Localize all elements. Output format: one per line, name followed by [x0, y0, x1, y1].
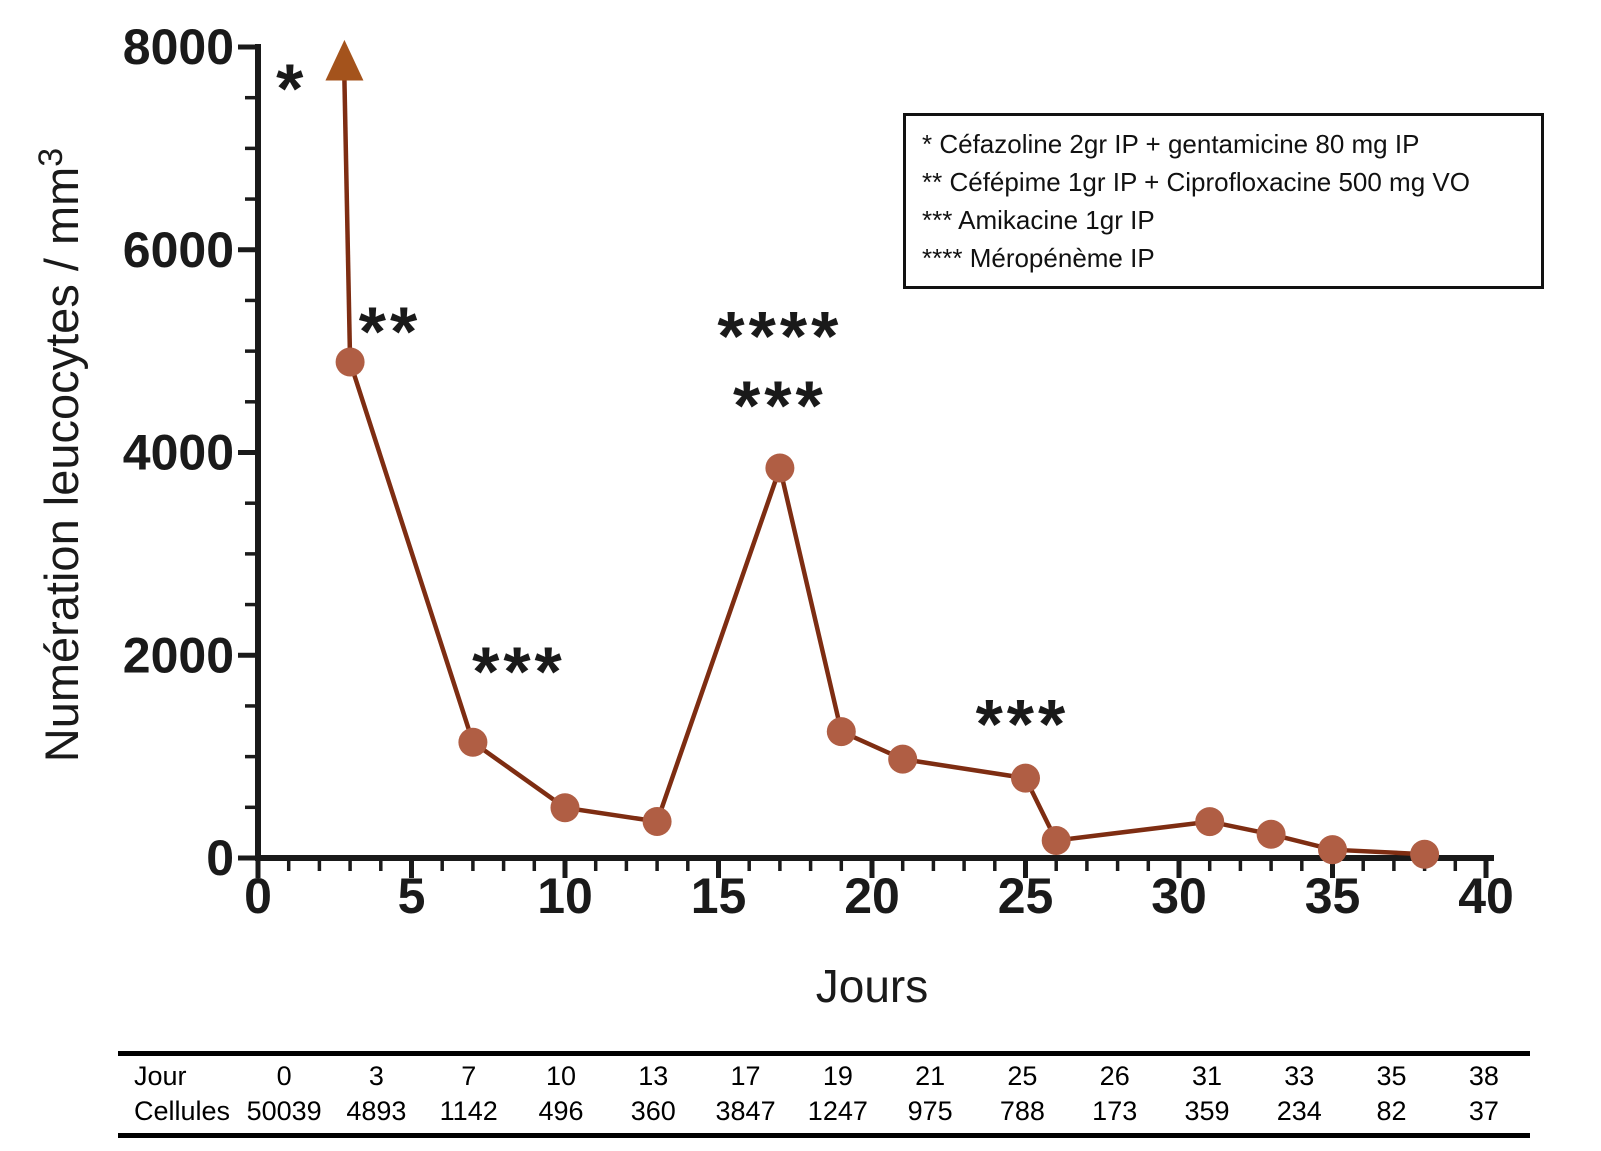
table-cell: 1247 — [807, 1096, 868, 1126]
table-cell: 50039 — [246, 1096, 322, 1126]
x-axis-title: Jours — [816, 960, 928, 1012]
data-point-marker — [1318, 835, 1347, 865]
table-cell: 17 — [730, 1061, 761, 1091]
table-cell: 173 — [1092, 1096, 1138, 1126]
table-cell: 25 — [1007, 1061, 1038, 1091]
data-point-marker — [765, 453, 795, 483]
x-tick-label: 20 — [844, 868, 900, 924]
data-point-marker — [1041, 825, 1071, 855]
table-cell: 3847 — [715, 1096, 776, 1126]
table-cell: 1142 — [439, 1096, 498, 1126]
x-tick-label: 0 — [244, 868, 272, 924]
data-point-marker — [1410, 839, 1440, 869]
y-tick-label: 0 — [206, 830, 234, 886]
x-tick-label: 15 — [691, 868, 747, 924]
table-cell: 82 — [1376, 1096, 1407, 1126]
data-point-marker — [826, 717, 856, 747]
x-tick-label: 5 — [398, 868, 426, 924]
data-point-marker — [335, 347, 365, 377]
table-cell: 13 — [638, 1061, 669, 1091]
treatment-asterisk-annotation: * — [276, 49, 307, 127]
table-cell: 19 — [822, 1061, 853, 1091]
table-cell: 7 — [461, 1061, 477, 1091]
table-row-label: Cellules — [134, 1096, 231, 1126]
data-table: Jour 0 3 7 10 13 17 19 21 25 26 31 33 35 38 Cellules 500… — [118, 1051, 1530, 1138]
legend-item-meropeneme: **** Méropénème IP — [922, 243, 1155, 273]
table-cell: 26 — [1099, 1061, 1130, 1091]
y-axis-title: Numération leucocytes / mm3 — [32, 148, 88, 762]
treatment-asterisk-annotation: *** — [472, 632, 566, 710]
data-point-marker — [1256, 819, 1286, 849]
series-line — [347, 361, 1425, 857]
table-cell: 10 — [545, 1061, 577, 1091]
offscale-arrow-head — [325, 39, 364, 81]
legend-item-cefazoline: * Céfazoline 2gr IP + gentamicine 80 mg … — [922, 129, 1420, 159]
y-axis-title-superscript: 3 — [32, 148, 70, 167]
data-point-marker — [550, 793, 580, 823]
table-cell: 31 — [1191, 1061, 1223, 1091]
table-cell: 38 — [1468, 1061, 1499, 1091]
y-tick-label: 4000 — [123, 425, 234, 481]
table-row-jour: Jour 0 3 7 10 13 17 19 21 25 26 31 33 35 38 — [118, 1059, 1530, 1094]
treatment-asterisk-annotation: ** — [359, 293, 421, 371]
treatment-asterisk-annotation: *** — [976, 685, 1070, 763]
legend-box: * Céfazoline 2gr IP + gentamicine 80 mg … — [903, 113, 1544, 289]
table-row-cellules: Cellules 50039 4893 1142 496 360 3847 1247 975 78… — [118, 1094, 1530, 1129]
data-point-marker — [1195, 807, 1225, 837]
treatment-asterisk-annotation: *** — [733, 367, 827, 445]
y-tick-label: 8000 — [123, 19, 234, 75]
y-tick-label: 2000 — [123, 627, 234, 683]
offscale-arrow-shaft — [342, 80, 353, 363]
table-cell: 0 — [276, 1061, 292, 1091]
treatment-asterisk-annotation: **** — [717, 297, 842, 375]
table-cell: 234 — [1276, 1096, 1322, 1126]
y-tick-label: 6000 — [123, 222, 234, 278]
legend-item-cefepime: ** Céfépime 1gr IP + Ciprofloxacine 500 … — [922, 167, 1470, 197]
x-tick-label: 30 — [1151, 868, 1207, 924]
x-tick-label: 40 — [1458, 868, 1514, 924]
legend-item-amikacine: *** Amikacine 1gr IP — [922, 205, 1155, 235]
x-tick-label: 25 — [998, 868, 1054, 924]
data-series — [325, 39, 1440, 869]
table-cell: 359 — [1184, 1096, 1230, 1126]
x-tick-label: 35 — [1305, 868, 1361, 924]
table-cell: 21 — [915, 1061, 946, 1091]
x-tick-label: 10 — [537, 868, 593, 924]
asterisk-annotations: **************** — [276, 49, 1070, 763]
table-cell: 496 — [538, 1096, 584, 1126]
table-cell: 35 — [1376, 1061, 1407, 1091]
data-point-marker — [642, 807, 672, 837]
table-cell: 4893 — [346, 1096, 407, 1126]
table-cell: 37 — [1468, 1096, 1499, 1126]
table-cell: 788 — [999, 1096, 1045, 1126]
data-point-marker — [1011, 763, 1040, 793]
data-point-marker — [888, 744, 918, 774]
table-row-label: Jour — [134, 1061, 187, 1091]
table-cell: 3 — [368, 1061, 384, 1091]
axes: 0 5 10 15 20 25 30 35 40 0 2000 4000 6000 8000 — [123, 19, 1514, 924]
table-cell: 33 — [1284, 1061, 1315, 1091]
table-cell: 975 — [907, 1096, 953, 1126]
data-point-marker — [458, 727, 488, 757]
table-cell: 360 — [630, 1096, 676, 1126]
y-axis-title-text: Numération leucocytes / mm — [35, 167, 88, 763]
